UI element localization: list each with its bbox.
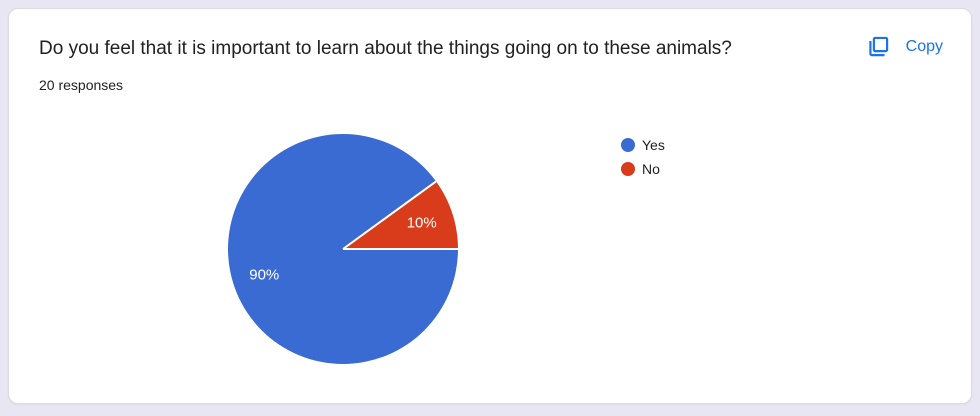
legend-label-no: No xyxy=(642,161,660,177)
copy-icon xyxy=(865,34,891,60)
slice-label-yes: 90% xyxy=(249,266,280,284)
legend-item-no: No xyxy=(621,157,665,181)
question-title: Do you feel that it is important to lear… xyxy=(39,38,732,59)
copy-button[interactable]: Copy xyxy=(865,33,943,61)
slice-label-no: 10% xyxy=(406,214,437,232)
copy-button-label: Copy xyxy=(905,38,943,55)
responses-count: 20 responses xyxy=(39,77,124,93)
slice-separator xyxy=(343,248,458,250)
legend-item-yes: Yes xyxy=(621,133,665,157)
question-summary-card: Do you feel that it is important to lear… xyxy=(8,8,972,404)
pie-chart: 90% 10% xyxy=(228,134,458,364)
legend-swatch-yes-icon xyxy=(621,138,635,152)
chart-legend: Yes No xyxy=(621,133,665,181)
legend-swatch-no-icon xyxy=(621,162,635,176)
legend-label-yes: Yes xyxy=(642,137,665,153)
